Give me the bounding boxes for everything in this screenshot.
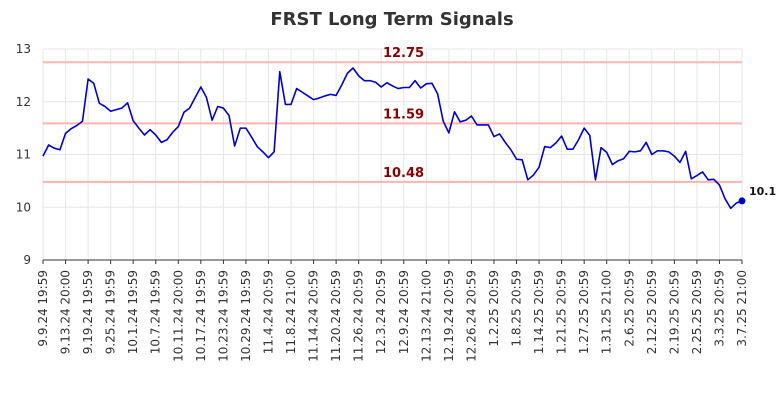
x-tick-label: 12.3.24 20:59 bbox=[374, 270, 388, 354]
x-tick-label: 3.7.25 21:00 bbox=[735, 270, 749, 347]
x-tick-label: 12.19.24 20:59 bbox=[442, 270, 456, 362]
series-line bbox=[42, 67, 743, 210]
reference-line-label: 11.59 bbox=[383, 107, 424, 122]
grid-layer bbox=[42, 48, 743, 261]
x-tick-label: 12.13.24 21:00 bbox=[419, 270, 433, 362]
x-tick-label: 12.9.24 20:59 bbox=[397, 270, 411, 354]
last-point-marker bbox=[738, 197, 746, 205]
x-tick-label: 1.27.25 20:59 bbox=[577, 270, 591, 354]
x-tick-label: 9.9.24 19:59 bbox=[36, 270, 50, 347]
x-tick-label: 12.26.24 20:59 bbox=[464, 270, 478, 362]
series-layer: 10.1 bbox=[42, 67, 776, 210]
x-tick-label: 9.25.24 19:59 bbox=[104, 270, 118, 354]
x-tick-label: 11.8.24 21:00 bbox=[284, 270, 298, 354]
x-tick-label: 1.14.25 20:59 bbox=[532, 270, 546, 354]
y-tick-label: 13 bbox=[16, 42, 31, 56]
y-tick-label: 11 bbox=[16, 148, 31, 162]
x-tick-label: 2.25.25 20:59 bbox=[690, 270, 704, 354]
reference-line-label: 12.75 bbox=[383, 46, 424, 61]
x-tick-label: 11.14.24 20:59 bbox=[307, 270, 321, 362]
y-tick-label: 12 bbox=[16, 95, 31, 109]
x-tick-label: 11.4.24 20:59 bbox=[261, 270, 275, 354]
y-tick-label: 9 bbox=[23, 253, 31, 267]
last-value-label: 10.1 bbox=[749, 185, 776, 198]
x-tick-label: 10.17.24 19:59 bbox=[194, 270, 208, 362]
x-tick-label: 2.19.25 20:59 bbox=[667, 270, 681, 354]
x-tick-label: 2.12.25 20:59 bbox=[645, 270, 659, 354]
x-tick-label: 1.8.25 20:59 bbox=[510, 270, 524, 347]
x-tick-label: 10.11.24 20:00 bbox=[171, 270, 185, 362]
reference-lines: 12.75 11.59 10.48 bbox=[43, 46, 742, 183]
y-tick-label: 10 bbox=[16, 200, 31, 214]
x-tick-label: 10.1.24 19:59 bbox=[126, 270, 140, 354]
x-tick-label: 9.19.24 19:59 bbox=[81, 270, 95, 354]
x-tick-label: 10.29.24 19:59 bbox=[239, 270, 253, 362]
x-tick-label: 1.31.25 21:00 bbox=[600, 270, 614, 354]
x-tick-label: 2.6.25 20:59 bbox=[622, 270, 636, 347]
x-tick-label: 3.3.25 20:59 bbox=[712, 270, 726, 347]
x-tick-label: 11.26.24 20:59 bbox=[352, 270, 366, 362]
x-tick-label: 10.7.24 19:59 bbox=[149, 270, 163, 354]
x-tick-label: 1.21.25 20:59 bbox=[555, 270, 569, 354]
x-tick-label: 9.13.24 20:00 bbox=[59, 270, 73, 354]
x-tick-label: 1.2.25 20:59 bbox=[487, 270, 501, 347]
x-tick-label: 10.23.24 19:59 bbox=[216, 270, 230, 362]
axes: 9 10 11 12 13 9.9.24 19:59 9.13.24 20:00 9.19.2… bbox=[16, 42, 749, 362]
chart-title: FRST Long Term Signals bbox=[270, 9, 513, 30]
reference-line-label: 10.48 bbox=[383, 166, 424, 181]
x-tick-label: 11.20.24 20:59 bbox=[329, 270, 343, 362]
